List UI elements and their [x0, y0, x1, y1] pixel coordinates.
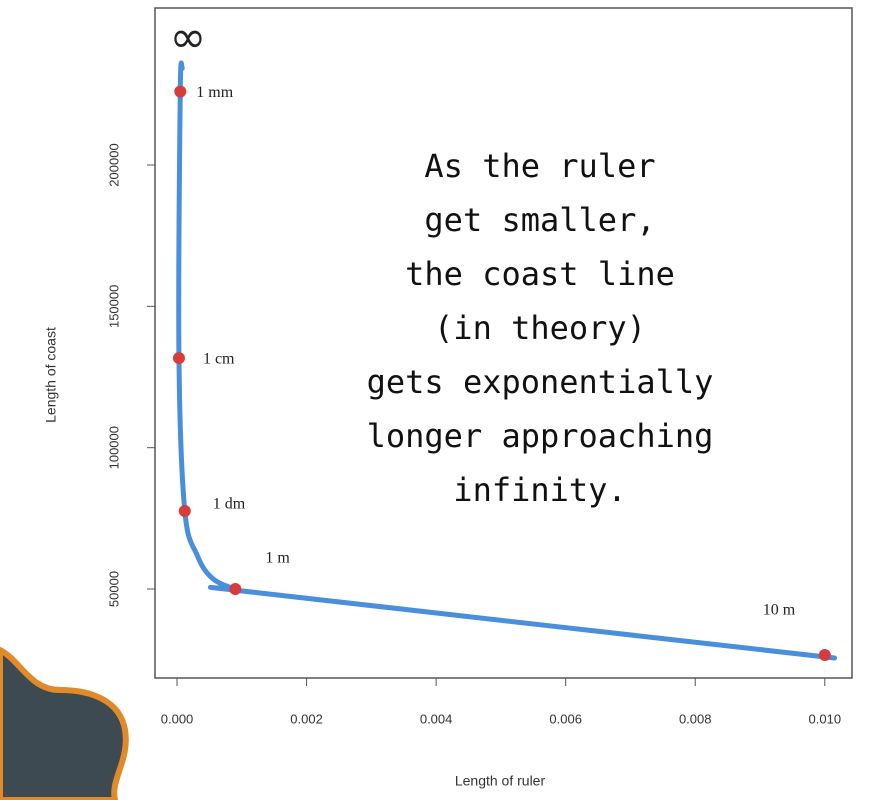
x-tick-label: 0.002 [290, 711, 323, 726]
annotation-line: As the ruler [424, 147, 655, 185]
point-label: 1 cm [203, 351, 235, 368]
chart: ∞ Length of ruler Length of coast 0.000 0… [0, 0, 872, 800]
point-label: 1 dm [213, 496, 246, 513]
y-tick-label: 200000 [106, 143, 121, 186]
data-point [819, 649, 831, 661]
point-label: 10 m [763, 602, 796, 619]
x-tick-label: 0.008 [679, 711, 712, 726]
x-axis-label: Length of ruler [455, 773, 546, 789]
x-tick-label: 0.006 [549, 711, 582, 726]
y-tick-label: 100000 [106, 426, 121, 469]
annotation-line: (in theory) [434, 309, 646, 347]
data-point [229, 583, 241, 595]
point-label: 1 m [265, 550, 290, 567]
annotation-line: gets exponentially [367, 363, 714, 401]
point-label: 1 mm [196, 84, 233, 101]
x-tick-label: 0.010 [809, 711, 842, 726]
background-blob [0, 650, 126, 800]
annotation-line: the coast line [405, 255, 675, 293]
annotation-line: longer approaching [367, 417, 714, 455]
data-point [174, 86, 186, 98]
y-tick-label: 50000 [106, 571, 121, 607]
infinity-symbol: ∞ [170, 12, 207, 63]
data-point [173, 352, 185, 364]
annotation-line: get smaller, [424, 201, 655, 239]
x-tick-label: 0.004 [420, 711, 453, 726]
annotation-line: infinity. [453, 471, 626, 509]
data-point [179, 505, 191, 517]
y-axis-label: Length of coast [43, 327, 59, 423]
x-tick-label: 0.000 [161, 711, 194, 726]
y-tick-label: 150000 [106, 285, 121, 328]
